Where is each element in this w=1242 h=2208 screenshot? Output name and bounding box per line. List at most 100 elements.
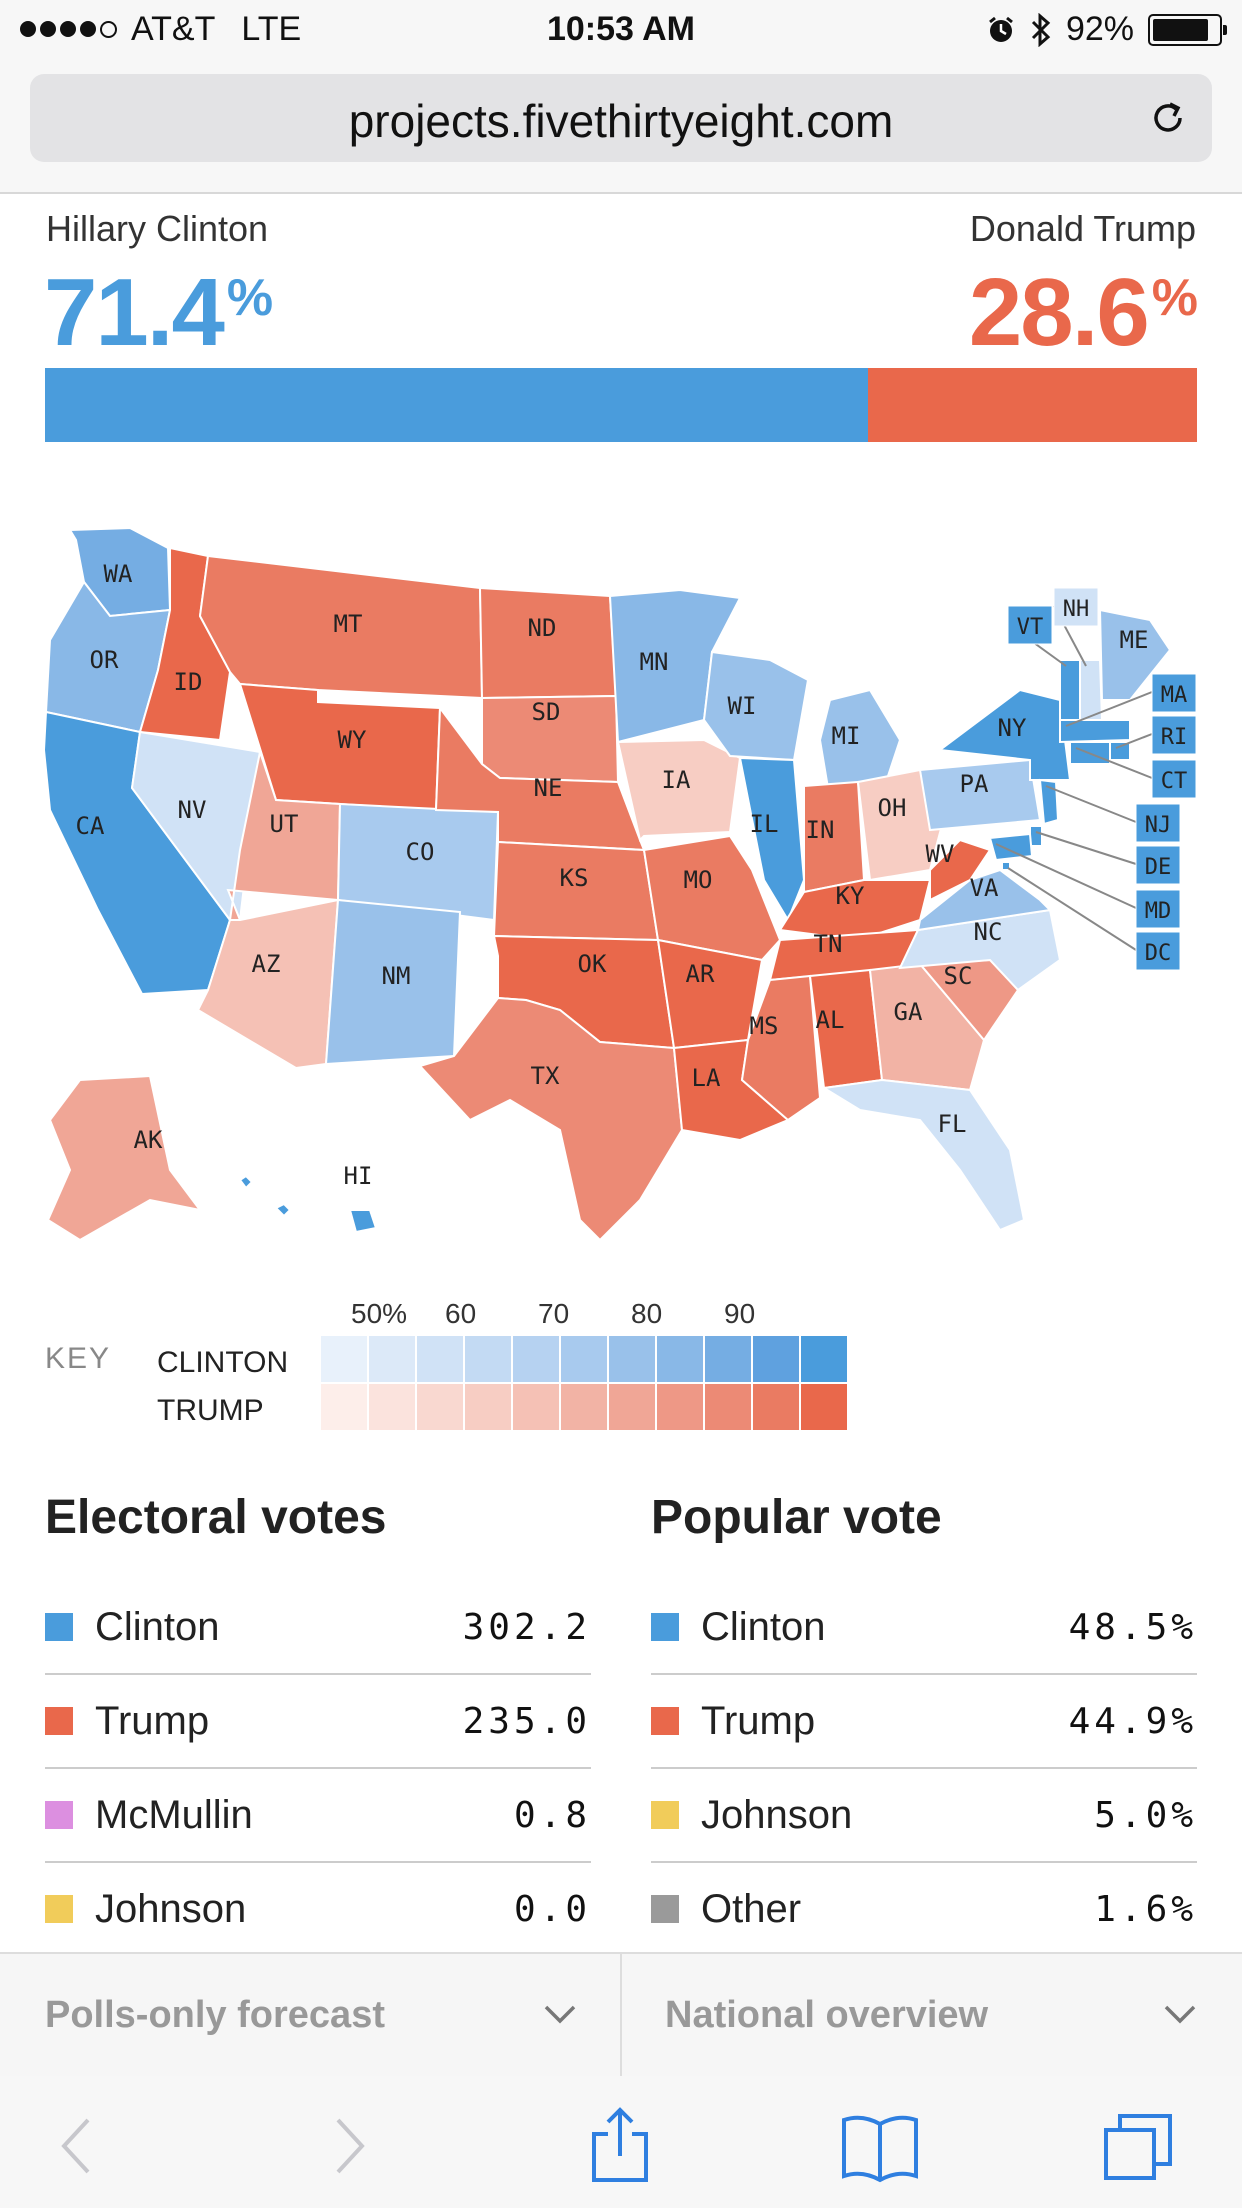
state-box-nh[interactable] bbox=[1053, 587, 1099, 627]
us-forecast-map[interactable]: WA OR CA ID NV MT WY UT AZ CO NM ND SD NE KS OK TX MN IA MO… bbox=[40, 520, 1210, 1242]
dropdown-label[interactable]: Polls-only forecast bbox=[45, 1994, 385, 2036]
row-value: 0.0 bbox=[513, 1888, 591, 1930]
state-label: CT bbox=[1161, 769, 1188, 794]
key-clinton-swatch bbox=[321, 1336, 369, 1382]
map-key: KEY CLINTON TRUMP 50% 60 70 80 90 bbox=[45, 1290, 849, 1430]
state-label: HI bbox=[344, 1162, 373, 1190]
electoral-row: Trump 235.0 bbox=[45, 1673, 591, 1767]
state-label: LA bbox=[692, 1064, 721, 1092]
signal-dots-icon bbox=[20, 21, 117, 38]
state-nj[interactable] bbox=[1038, 778, 1060, 826]
state-label: NC bbox=[974, 918, 1003, 946]
state-fl[interactable] bbox=[821, 1078, 1026, 1232]
key-trump-swatch bbox=[417, 1384, 465, 1430]
browser-toolbar bbox=[0, 2076, 1242, 2208]
chevron-down-icon[interactable] bbox=[1160, 1994, 1200, 2034]
clinton-swatch bbox=[45, 1613, 73, 1641]
clinton-win-probability: 71.4% bbox=[44, 258, 273, 368]
state-ia[interactable] bbox=[616, 738, 742, 842]
state-ne[interactable] bbox=[434, 705, 646, 852]
state-az[interactable] bbox=[196, 898, 340, 1070]
row-value: 1.6% bbox=[1094, 1888, 1197, 1930]
state-label: DC bbox=[1145, 941, 1172, 966]
state-label: ME bbox=[1120, 626, 1149, 654]
key-clinton-swatch bbox=[801, 1336, 849, 1382]
state-label: TN bbox=[814, 930, 843, 958]
key-clinton-swatch bbox=[417, 1336, 465, 1382]
tabs-icon[interactable] bbox=[1100, 2106, 1180, 2186]
state-wv[interactable] bbox=[929, 838, 992, 902]
view-selectors: Polls-only forecast National overview bbox=[0, 1952, 1242, 2078]
state-label: SC bbox=[944, 962, 973, 990]
probability-bar-clinton bbox=[45, 368, 868, 442]
state-label: IN bbox=[806, 816, 835, 844]
state-box-md[interactable] bbox=[1135, 889, 1181, 929]
url-text[interactable]: projects.fivethirtyeight.com bbox=[348, 95, 894, 147]
state-md[interactable] bbox=[988, 832, 1034, 862]
state-label: ID bbox=[174, 668, 203, 696]
key-trump-swatch bbox=[657, 1384, 705, 1430]
state-box-ct[interactable] bbox=[1151, 759, 1197, 799]
forecast-model-dropdown[interactable]: Polls-only forecast bbox=[0, 1954, 622, 2076]
status-icons: 92% bbox=[986, 10, 1227, 49]
state-ma[interactable] bbox=[1059, 719, 1131, 744]
state-box-dc[interactable] bbox=[1135, 931, 1181, 971]
reload-icon[interactable] bbox=[1146, 96, 1190, 140]
state-label: MD bbox=[1145, 899, 1172, 924]
dropdown-label[interactable]: National overview bbox=[665, 1994, 989, 2036]
state-label: KS bbox=[560, 864, 589, 892]
percent-symbol: % bbox=[1151, 269, 1198, 327]
key-tick: 70 bbox=[538, 1298, 570, 1329]
back-icon[interactable] bbox=[36, 2106, 116, 2186]
key-clinton-swatches bbox=[321, 1336, 849, 1382]
state-label: AZ bbox=[252, 950, 281, 978]
state-nh[interactable] bbox=[1079, 659, 1104, 721]
state-label: NH bbox=[1063, 597, 1090, 622]
state-il[interactable] bbox=[738, 756, 806, 923]
address-bar[interactable]: projects.fivethirtyeight.com bbox=[30, 74, 1212, 162]
probability-bar bbox=[45, 368, 1197, 442]
chevron-down-icon[interactable] bbox=[540, 1994, 580, 2034]
view-dropdown[interactable]: National overview bbox=[620, 1954, 1240, 2076]
row-value: 44.9% bbox=[1068, 1700, 1197, 1742]
battery-icon bbox=[1148, 13, 1227, 46]
candidate-name-trump: Donald Trump bbox=[969, 208, 1196, 249]
state-box-nj[interactable] bbox=[1135, 803, 1181, 843]
state-box-ma[interactable] bbox=[1151, 673, 1197, 713]
popular-vote-title: Popular vote bbox=[651, 1491, 942, 1544]
state-hi[interactable] bbox=[238, 1174, 378, 1234]
carrier-group: AT&T LTE bbox=[20, 10, 301, 49]
network-type: LTE bbox=[241, 10, 302, 48]
state-ut[interactable] bbox=[226, 748, 342, 921]
state-label: GA bbox=[894, 998, 923, 1026]
clinton-swatch bbox=[651, 1613, 679, 1641]
callout-line bbox=[1115, 733, 1153, 749]
bookmarks-icon[interactable] bbox=[840, 2106, 920, 2186]
forward-icon[interactable] bbox=[310, 2106, 390, 2186]
electoral-row: Clinton 302.2 bbox=[45, 1581, 591, 1673]
state-box-de[interactable] bbox=[1135, 845, 1181, 885]
state-nd[interactable] bbox=[478, 586, 618, 700]
state-ny[interactable] bbox=[937, 688, 1072, 781]
state-box-ri[interactable] bbox=[1151, 715, 1197, 755]
state-box-vt[interactable] bbox=[1007, 605, 1053, 645]
state-label: AL bbox=[816, 1006, 845, 1034]
state-pa[interactable] bbox=[918, 758, 1042, 832]
state-me[interactable] bbox=[1098, 608, 1172, 701]
callout-line bbox=[1007, 867, 1137, 951]
state-label: ND bbox=[528, 614, 557, 642]
state-label: OR bbox=[90, 646, 119, 674]
state-vt[interactable] bbox=[1059, 659, 1081, 721]
state-tx[interactable] bbox=[418, 996, 684, 1242]
state-ak[interactable] bbox=[46, 1074, 203, 1242]
share-icon[interactable] bbox=[580, 2106, 660, 2186]
electoral-row: Johnson 0.0 bbox=[45, 1861, 591, 1955]
state-ar[interactable] bbox=[656, 938, 764, 1050]
state-label: CO bbox=[406, 838, 435, 866]
map-svg[interactable]: WA OR CA ID NV MT WY UT AZ CO NM ND SD NE KS OK TX MN IA MO… bbox=[40, 520, 1210, 1242]
state-label: NM bbox=[382, 962, 411, 990]
candidate-name-clinton: Hillary Clinton bbox=[46, 208, 269, 249]
state-label: UT bbox=[270, 810, 299, 838]
clinton-pct-value: 71.4 bbox=[44, 259, 225, 366]
key-trump-swatches bbox=[321, 1384, 849, 1430]
